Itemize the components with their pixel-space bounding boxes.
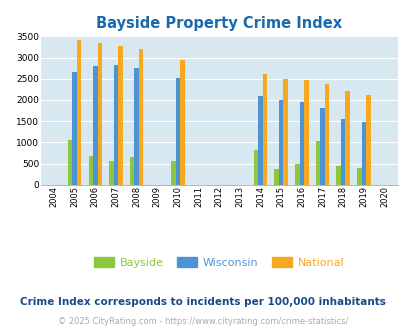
Bar	[130, 157, 134, 185]
Bar	[175, 78, 180, 185]
Bar	[345, 91, 349, 185]
Bar	[294, 164, 299, 185]
Bar	[365, 95, 370, 185]
Bar	[315, 141, 320, 185]
Bar	[139, 49, 143, 185]
Bar	[88, 156, 93, 185]
Title: Bayside Property Crime Index: Bayside Property Crime Index	[96, 16, 341, 31]
Bar	[77, 40, 81, 185]
Bar	[180, 60, 184, 185]
Bar	[274, 169, 278, 185]
Bar	[134, 68, 139, 185]
Legend: Bayside, Wisconsin, National: Bayside, Wisconsin, National	[90, 253, 347, 272]
Bar	[262, 75, 267, 185]
Text: © 2025 CityRating.com - https://www.cityrating.com/crime-statistics/: © 2025 CityRating.com - https://www.city…	[58, 317, 347, 326]
Bar	[113, 65, 118, 185]
Bar	[335, 166, 340, 185]
Bar	[303, 80, 308, 185]
Bar	[320, 109, 324, 185]
Bar	[109, 161, 113, 185]
Bar	[253, 150, 258, 185]
Bar	[258, 96, 262, 185]
Bar	[324, 84, 328, 185]
Bar	[283, 79, 287, 185]
Bar	[72, 72, 77, 185]
Bar	[171, 161, 175, 185]
Bar	[356, 168, 360, 185]
Bar	[299, 102, 303, 185]
Text: Crime Index corresponds to incidents per 100,000 inhabitants: Crime Index corresponds to incidents per…	[20, 297, 385, 307]
Bar	[68, 140, 72, 185]
Bar	[278, 100, 283, 185]
Bar	[360, 122, 365, 185]
Bar	[340, 119, 345, 185]
Bar	[93, 66, 97, 185]
Bar	[118, 46, 122, 185]
Bar	[97, 43, 102, 185]
